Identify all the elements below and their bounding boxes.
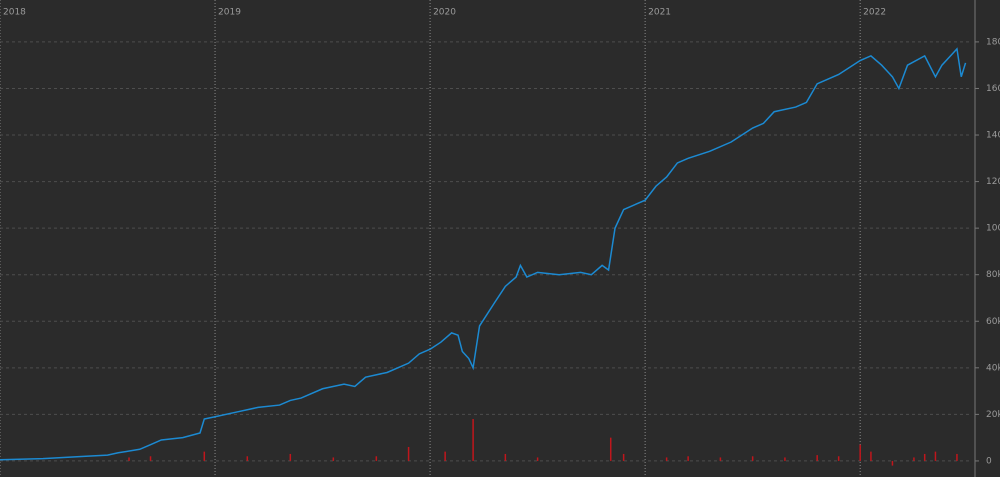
change-bar — [751, 456, 754, 461]
change-bar — [149, 456, 152, 461]
change-bar — [332, 457, 335, 461]
x-tick-label: 2019 — [218, 8, 241, 18]
change-bar — [870, 451, 872, 461]
y-tick-label: 180k — [986, 37, 1000, 47]
y-tick-label: 40k — [986, 363, 1000, 373]
y-tick-label: 20k — [986, 410, 1000, 420]
change-bar — [687, 456, 689, 461]
change-bar — [859, 444, 861, 461]
change-bar — [719, 457, 722, 461]
x-tick-label: 2022 — [863, 8, 886, 18]
change-bar — [128, 457, 130, 461]
value-line — [0, 47, 967, 461]
change-bar — [816, 455, 818, 461]
change-bar — [622, 453, 625, 461]
change-bar — [289, 453, 292, 461]
y-tick-label: 120k — [986, 177, 1000, 187]
change-bar — [536, 457, 539, 461]
change-bar — [784, 457, 786, 461]
change-bar — [504, 453, 507, 461]
y-tick-label: 100k — [986, 224, 1000, 234]
y-tick-label: 80k — [986, 270, 1000, 280]
y-tick-label: 140k — [986, 131, 1000, 141]
y-tick-label: 0 — [986, 456, 992, 466]
change-bar — [444, 451, 446, 461]
change-bar — [407, 446, 410, 461]
y-tick-label: 60k — [986, 317, 1000, 327]
change-bar — [472, 419, 474, 461]
change-bar — [934, 451, 937, 461]
x-tick-label: 2018 — [3, 8, 26, 18]
change-bar — [837, 456, 840, 461]
change-bar — [913, 457, 915, 461]
change-bar — [246, 456, 249, 461]
change-bar — [609, 437, 612, 461]
change-bar — [956, 453, 958, 461]
change-bar — [665, 457, 668, 461]
change-bar — [203, 451, 206, 461]
change-bar — [375, 456, 378, 461]
x-tick-label: 2021 — [648, 8, 671, 18]
change-bar — [923, 453, 926, 461]
change-bar — [891, 460, 894, 466]
x-tick-label: 2020 — [433, 8, 456, 18]
y-tick-label: 160k — [986, 84, 1000, 94]
